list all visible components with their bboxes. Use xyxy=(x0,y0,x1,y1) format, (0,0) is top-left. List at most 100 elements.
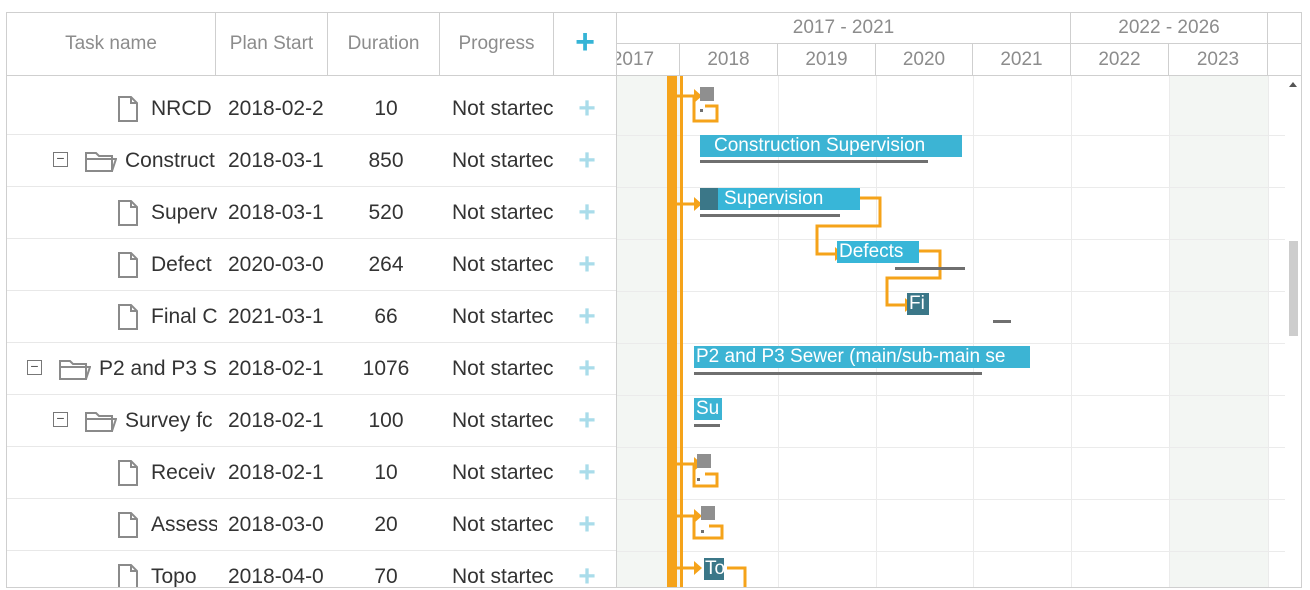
scale-cell-2023: 2023 xyxy=(1169,44,1268,75)
baseline-bar xyxy=(993,320,1011,323)
link-arrow-icon xyxy=(694,561,702,575)
task-bar-label: Construction Supervision xyxy=(714,135,926,156)
grid-line xyxy=(1071,76,1072,587)
task-bar-label: P2 and P3 Sewer (main/sub-main se xyxy=(696,346,1006,367)
duration: 10 xyxy=(374,97,398,120)
task-bar-p2-p3-sewer[interactable]: P2 and P3 Sewer (main/sub-main se xyxy=(694,346,1030,368)
task-name: P2 and P3 S xyxy=(99,357,217,380)
add-subtask-button[interactable]: + xyxy=(578,196,596,229)
task-name: Superv xyxy=(151,201,217,224)
today-marker-line xyxy=(680,76,683,587)
collapse-toggle[interactable]: − xyxy=(53,411,68,427)
task-bar-topo[interactable]: To xyxy=(704,558,724,580)
task-bar-assess[interactable] xyxy=(701,506,715,520)
progress: Not startec xyxy=(452,253,554,276)
task-bar-label: Su xyxy=(696,398,720,419)
grid-line xyxy=(778,76,779,587)
task-name: Survey fc xyxy=(125,409,213,432)
progress: Not startec xyxy=(452,97,554,120)
add-subtask-button[interactable]: + xyxy=(578,144,596,177)
table-row[interactable]: Topo 2018-04-0 70 Not startec + xyxy=(7,551,616,587)
grid-resizer[interactable] xyxy=(616,13,617,587)
baseline-bar xyxy=(895,267,965,270)
row-line xyxy=(617,291,1285,292)
add-subtask-button[interactable]: + xyxy=(578,352,596,385)
plan-start: 2018-02-1 xyxy=(228,461,324,484)
plan-start: 2018-02-1 xyxy=(228,409,324,432)
scale-cell-2017-2021: 2017 - 2021 xyxy=(617,13,1071,43)
scale-cell-2021: 2021 xyxy=(973,44,1071,75)
vertical-scrollbar[interactable] xyxy=(1285,76,1301,587)
row-line xyxy=(617,239,1285,240)
add-subtask-button[interactable]: + xyxy=(578,92,596,125)
baseline-bar xyxy=(700,160,928,163)
task-bar-defects[interactable]: Defects xyxy=(837,241,919,263)
add-subtask-button[interactable]: + xyxy=(578,300,596,333)
table-row[interactable]: − Survey fc 2018-02-1 100 Not startec + xyxy=(7,395,616,447)
timescale-bottom: 2017 2018 2019 2020 2021 2022 2023 xyxy=(617,44,1301,76)
file-icon xyxy=(117,499,139,551)
scale-cell-2022: 2022 xyxy=(1071,44,1169,75)
progress: Not startec xyxy=(452,357,554,380)
column-header-progress[interactable]: Progress xyxy=(440,13,554,75)
scrollbar-thumb[interactable] xyxy=(1289,241,1298,336)
table-row[interactable]: Assess 2018-03-0 20 Not startec + xyxy=(7,499,616,551)
add-task-header-button[interactable]: + xyxy=(575,23,595,61)
table-row[interactable]: − P2 and P3 S 2018-02-1 1076 Not startec… xyxy=(7,343,616,395)
file-icon xyxy=(117,551,139,587)
column-header-duration[interactable]: Duration xyxy=(328,13,440,75)
collapse-toggle[interactable]: − xyxy=(53,151,68,167)
add-subtask-button[interactable]: + xyxy=(578,248,596,281)
duration: 520 xyxy=(368,201,404,224)
folder-icon xyxy=(85,395,117,447)
grid-line xyxy=(876,76,877,587)
table-row[interactable]: Receiv 2018-02-1 10 Not startec + xyxy=(7,447,616,499)
progress-fill xyxy=(700,188,718,210)
column-header-task-name[interactable]: Task name xyxy=(7,13,216,75)
progress: Not startec xyxy=(452,565,554,587)
task-name: Construct xyxy=(125,149,215,172)
duration: 1076 xyxy=(362,357,410,380)
task-bar-nrcd[interactable] xyxy=(700,87,714,101)
collapse-toggle[interactable]: − xyxy=(27,359,42,375)
add-subtask-button[interactable]: + xyxy=(578,456,596,489)
table-row[interactable]: NRCD 2018-02-2 10 Not startec + xyxy=(7,83,616,135)
baseline-bar xyxy=(700,109,703,112)
progress: Not startec xyxy=(452,409,554,432)
task-bar-receive[interactable] xyxy=(697,454,711,468)
file-icon xyxy=(117,447,139,499)
task-bar-final[interactable]: Fi xyxy=(907,293,929,315)
timeline-body[interactable]: Construction Supervision Supervision Def… xyxy=(617,76,1301,587)
scroll-up-icon[interactable] xyxy=(1289,82,1297,87)
baseline-bar xyxy=(694,372,982,375)
row-line xyxy=(617,447,1285,448)
row-line xyxy=(617,343,1285,344)
duration: 20 xyxy=(374,513,398,536)
task-bar-construction-supervision[interactable]: Construction Supervision xyxy=(700,135,962,157)
column-header-plan-start[interactable]: Plan Start xyxy=(216,13,328,75)
row-line xyxy=(617,395,1285,396)
table-row[interactable]: Final C 2021-03-1 66 Not startec + xyxy=(7,291,616,343)
task-bar-label: Fi xyxy=(909,293,925,314)
table-row[interactable]: − Construct 2018-03-1 850 Not startec + xyxy=(7,135,616,187)
add-subtask-button[interactable]: + xyxy=(578,404,596,437)
table-row[interactable]: Defect 2020-03-0 264 Not startec + xyxy=(7,239,616,291)
task-grid: Task name Plan Start Duration Progress +… xyxy=(7,13,616,587)
plan-start: 2018-02-1 xyxy=(228,357,324,380)
task-name: Receiv xyxy=(151,461,216,484)
add-subtask-button[interactable]: + xyxy=(578,508,596,541)
nonworking-period xyxy=(1169,76,1268,587)
scale-cell-2019: 2019 xyxy=(778,44,876,75)
duration: 850 xyxy=(368,149,404,172)
scale-cell-2017: 2017 xyxy=(617,44,680,75)
task-name: NRCD xyxy=(151,97,212,120)
plan-start: 2018-03-1 xyxy=(228,201,324,224)
add-subtask-button[interactable]: + xyxy=(578,560,596,587)
task-bar-survey[interactable]: Su xyxy=(694,398,722,420)
task-bar-supervision[interactable]: Supervision xyxy=(700,188,860,210)
timeline-area: 2017 - 2021 2022 - 2026 2017 2018 2019 2… xyxy=(617,13,1301,587)
table-row[interactable]: Superv 2018-03-1 520 Not startec + xyxy=(7,187,616,239)
grid-line xyxy=(1268,76,1269,587)
task-bar-label: Supervision xyxy=(724,188,824,209)
progress: Not startec xyxy=(452,149,554,172)
